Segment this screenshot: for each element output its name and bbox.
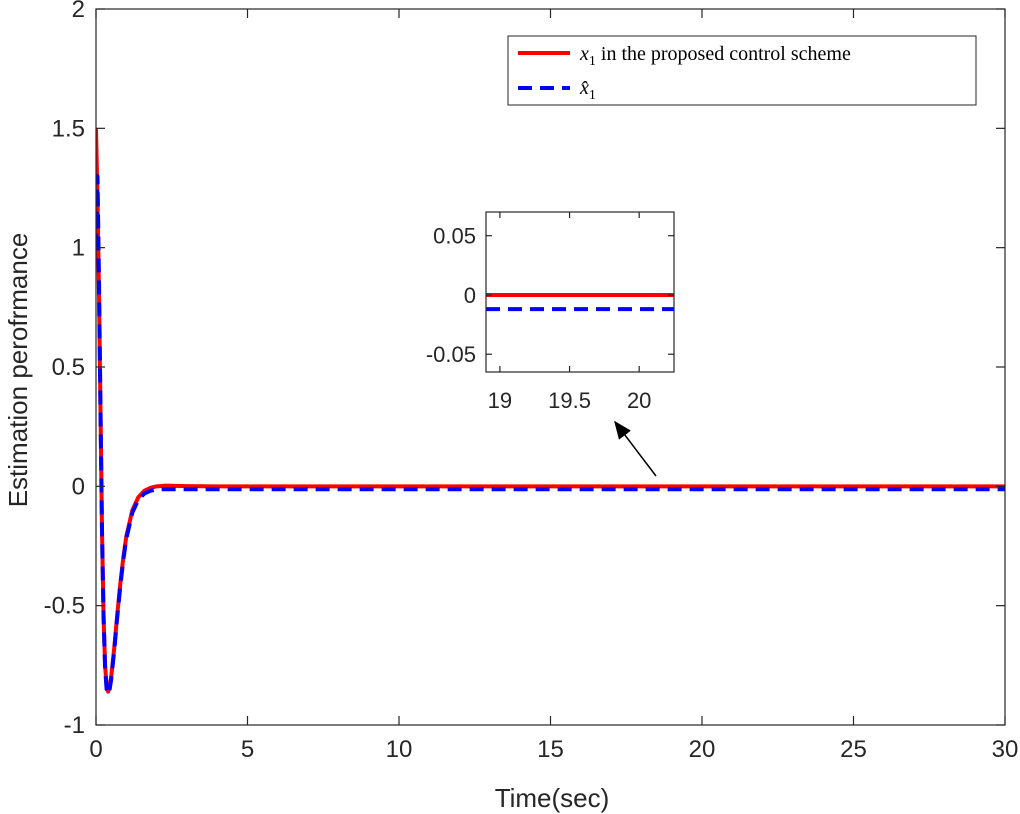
- y-tick-label: 0.5: [52, 354, 85, 381]
- x-tick-label: 25: [840, 736, 867, 763]
- y-tick-label: -0.5: [44, 593, 85, 620]
- x-tick-label: 0: [89, 736, 102, 763]
- zoom-arrow: [614, 420, 657, 477]
- inset-y-ticks: -0.05 0 0.05: [426, 224, 674, 367]
- inset-y-tick-label: 0.05: [433, 224, 476, 249]
- x-axis-ticks: 0 5 10 15 20 25 30: [89, 9, 1018, 763]
- inset-background: [486, 212, 674, 372]
- x-tick-label: 20: [689, 736, 716, 763]
- legend-label-x1: x1 in the proposed control scheme: [579, 43, 851, 69]
- y-tick-label: 1: [72, 235, 85, 262]
- y-axis-label: Estimation perofrmance: [3, 233, 33, 508]
- x-tick-label: 10: [386, 736, 413, 763]
- inset-y-tick-label: 0: [464, 283, 476, 308]
- inset-chart: 19 19.5 20 -0.05 0 0.05: [426, 211, 675, 413]
- y-tick-label: 1.5: [52, 115, 85, 142]
- series-line-x1-hat: [96, 174, 1005, 696]
- x-tick-label: 30: [992, 736, 1019, 763]
- inset-series-layer: [486, 292, 674, 312]
- y-tick-label: 0: [72, 473, 85, 500]
- inset-frame: [485, 211, 675, 373]
- x-tick-label: 15: [537, 736, 564, 763]
- inset-x-tick-label: 19.5: [548, 388, 591, 413]
- y-tick-label: 2: [72, 0, 85, 23]
- x-tick-label: 5: [241, 736, 254, 763]
- series-layer: [96, 128, 1005, 696]
- x-axis-label: Time(sec): [495, 783, 610, 813]
- inset-y-tick-label: -0.05: [426, 342, 476, 367]
- y-tick-label: -1: [64, 712, 85, 739]
- y-axis-ticks: -1 -0.5 0 0.5 1 1.5 2: [44, 0, 1005, 739]
- inset-x-tick-label: 19: [488, 388, 512, 413]
- legend-label-x1-hat: x̂1: [579, 77, 596, 103]
- inset-x-tick-label: 20: [627, 388, 651, 413]
- legend: x1 in the proposed control scheme x̂1: [507, 35, 977, 106]
- legend-box: [507, 35, 977, 106]
- inset-x-ticks: 19 19.5 20: [488, 212, 651, 413]
